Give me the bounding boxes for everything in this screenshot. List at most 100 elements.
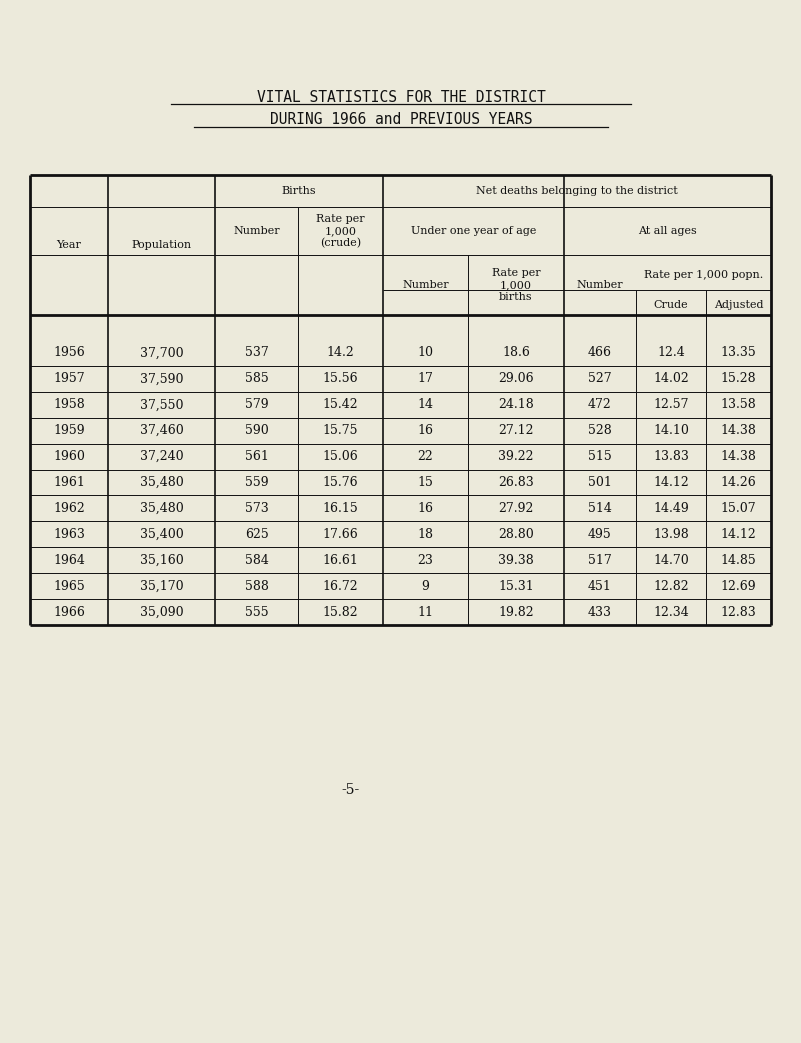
Text: 501: 501 — [588, 476, 612, 489]
Text: 35,170: 35,170 — [139, 580, 183, 592]
Text: 16.15: 16.15 — [323, 502, 358, 515]
Text: Under one year of age: Under one year of age — [411, 226, 536, 236]
Text: 14.85: 14.85 — [721, 554, 756, 566]
Text: Number: Number — [577, 280, 623, 290]
Text: 15.76: 15.76 — [323, 476, 358, 489]
Text: 37,240: 37,240 — [139, 451, 183, 463]
Text: 29.06: 29.06 — [498, 372, 533, 385]
Text: 12.83: 12.83 — [721, 606, 756, 618]
Text: 37,460: 37,460 — [139, 425, 183, 437]
Text: Net deaths belonging to the district: Net deaths belonging to the district — [476, 186, 678, 196]
Text: 37,550: 37,550 — [139, 398, 183, 411]
Text: 466: 466 — [588, 346, 612, 360]
Text: 27.92: 27.92 — [498, 502, 533, 515]
Text: 12.34: 12.34 — [653, 606, 689, 618]
Text: 39.38: 39.38 — [498, 554, 534, 566]
Text: 1963: 1963 — [53, 528, 85, 541]
Text: 18: 18 — [417, 528, 433, 541]
Text: 585: 585 — [244, 372, 268, 385]
Text: 13.98: 13.98 — [653, 528, 689, 541]
Text: -5-: -5- — [341, 783, 359, 797]
Text: 15.42: 15.42 — [323, 398, 358, 411]
Text: 1964: 1964 — [53, 554, 85, 566]
Text: 13.58: 13.58 — [721, 398, 756, 411]
Text: 22: 22 — [417, 451, 433, 463]
Text: 451: 451 — [588, 580, 612, 592]
Text: 16.72: 16.72 — [323, 580, 358, 592]
Text: 16: 16 — [417, 425, 433, 437]
Text: Number: Number — [233, 226, 280, 236]
Text: 26.83: 26.83 — [498, 476, 534, 489]
Text: Births: Births — [282, 186, 316, 196]
Text: 12.4: 12.4 — [657, 346, 685, 360]
Text: 495: 495 — [588, 528, 612, 541]
Text: 14.26: 14.26 — [721, 476, 756, 489]
Text: 14.38: 14.38 — [721, 425, 756, 437]
Text: 15.82: 15.82 — [323, 606, 358, 618]
Text: 24.18: 24.18 — [498, 398, 534, 411]
Text: 14.2: 14.2 — [327, 346, 354, 360]
Text: 35,480: 35,480 — [139, 476, 183, 489]
Text: 35,160: 35,160 — [139, 554, 183, 566]
Text: Year: Year — [57, 240, 82, 250]
Text: 37,590: 37,590 — [139, 372, 183, 385]
Text: 16: 16 — [417, 502, 433, 515]
Text: 472: 472 — [588, 398, 612, 411]
Text: Rate per
1,000
births: Rate per 1,000 births — [492, 268, 541, 301]
Text: 35,480: 35,480 — [139, 502, 183, 515]
Text: 15.07: 15.07 — [721, 502, 756, 515]
Text: 15.06: 15.06 — [323, 451, 358, 463]
Text: 23: 23 — [417, 554, 433, 566]
Text: 11: 11 — [417, 606, 433, 618]
Text: Crude: Crude — [654, 299, 688, 310]
Text: 573: 573 — [244, 502, 268, 515]
Text: 28.80: 28.80 — [498, 528, 534, 541]
Text: 1956: 1956 — [53, 346, 85, 360]
Text: 515: 515 — [588, 451, 612, 463]
Text: 1959: 1959 — [53, 425, 85, 437]
Text: 15.28: 15.28 — [721, 372, 756, 385]
Text: 14.02: 14.02 — [653, 372, 689, 385]
Text: 588: 588 — [244, 580, 268, 592]
Text: 37,700: 37,700 — [139, 346, 183, 360]
Text: Adjusted: Adjusted — [714, 299, 763, 310]
Text: 1957: 1957 — [53, 372, 85, 385]
Text: 14.12: 14.12 — [721, 528, 756, 541]
Text: 555: 555 — [244, 606, 268, 618]
Text: 35,090: 35,090 — [139, 606, 183, 618]
Text: 14: 14 — [417, 398, 433, 411]
Text: 527: 527 — [588, 372, 612, 385]
Text: 528: 528 — [588, 425, 612, 437]
Text: 584: 584 — [244, 554, 268, 566]
Text: 14.38: 14.38 — [721, 451, 756, 463]
Text: 27.12: 27.12 — [498, 425, 533, 437]
Text: 559: 559 — [244, 476, 268, 489]
Text: 13.83: 13.83 — [653, 451, 689, 463]
Text: 625: 625 — [244, 528, 268, 541]
Text: 1965: 1965 — [53, 580, 85, 592]
Text: 1961: 1961 — [53, 476, 85, 489]
Text: 39.22: 39.22 — [498, 451, 533, 463]
Text: Rate per 1,000 popn.: Rate per 1,000 popn. — [644, 269, 763, 280]
Text: 35,400: 35,400 — [139, 528, 183, 541]
Text: 12.57: 12.57 — [654, 398, 689, 411]
Text: 579: 579 — [244, 398, 268, 411]
Text: 14.10: 14.10 — [653, 425, 689, 437]
Text: 9: 9 — [421, 580, 429, 592]
Text: 18.6: 18.6 — [502, 346, 530, 360]
Text: 14.49: 14.49 — [653, 502, 689, 515]
Text: At all ages: At all ages — [638, 226, 697, 236]
Text: 12.82: 12.82 — [653, 580, 689, 592]
Text: 12.69: 12.69 — [721, 580, 756, 592]
Text: 14.12: 14.12 — [653, 476, 689, 489]
Text: 1966: 1966 — [53, 606, 85, 618]
Text: 561: 561 — [244, 451, 268, 463]
Text: Number: Number — [402, 280, 449, 290]
Text: VITAL STATISTICS FOR THE DISTRICT: VITAL STATISTICS FOR THE DISTRICT — [256, 90, 545, 104]
Text: 16.61: 16.61 — [323, 554, 358, 566]
Text: 15.75: 15.75 — [323, 425, 358, 437]
Text: 514: 514 — [588, 502, 612, 515]
Text: 517: 517 — [588, 554, 612, 566]
Text: 17.66: 17.66 — [323, 528, 358, 541]
Text: Population: Population — [131, 240, 191, 250]
